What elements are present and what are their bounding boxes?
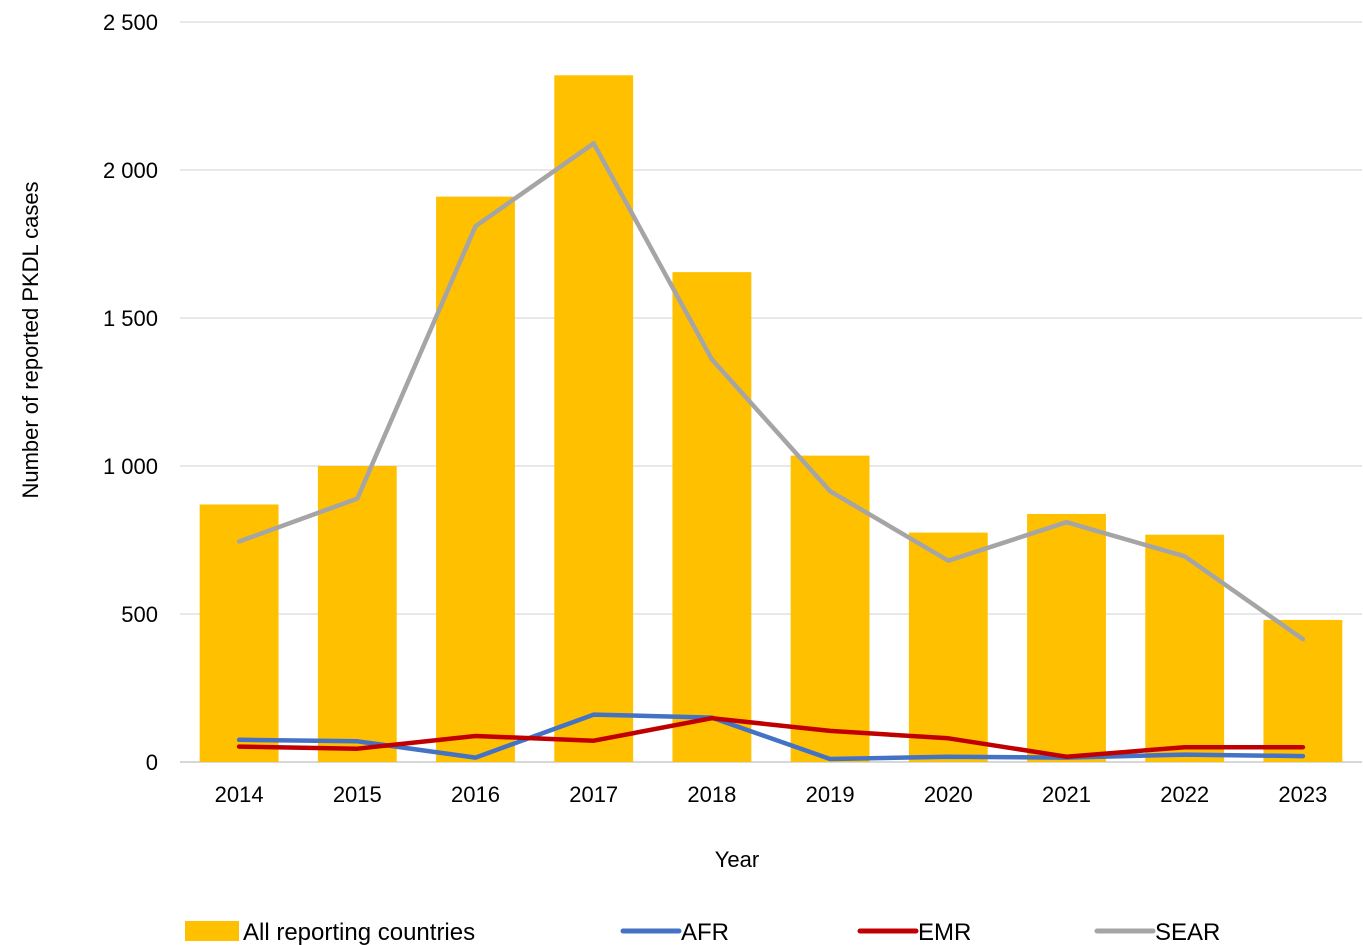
bar-2021 (1027, 513, 1106, 762)
y-tick-label: 1 500 (103, 306, 158, 331)
bar-2015 (317, 466, 397, 762)
lines-group (236, 141, 1306, 762)
x-axis-title: Year (715, 847, 759, 872)
x-axis-ticks: 2014 2015 2016 2017 2018 2019 2020 2021 2022 2023 (215, 782, 1328, 807)
x-tick-label: 2019 (806, 782, 855, 807)
bar-2019 (790, 455, 870, 762)
y-axis-ticks: 0 500 1 000 1 500 2 000 2 500 (103, 10, 158, 775)
legend: All reporting countries AFR EMR SEAR (185, 919, 1220, 945)
bar-2023 (1263, 619, 1343, 762)
x-tick-label: 2020 (924, 782, 973, 807)
series-line-afr (236, 712, 1306, 762)
x-tick-label: 2018 (687, 782, 736, 807)
legend-swatch-all-reporting-countries (185, 921, 239, 941)
y-tick-label: 500 (121, 602, 158, 627)
bar-2016 (436, 196, 515, 762)
series-line-sear (236, 141, 1306, 642)
bar-2014 (199, 504, 279, 762)
x-tick-label: 2017 (569, 782, 618, 807)
legend-label: AFR (681, 919, 729, 945)
bar-2022 (1145, 534, 1225, 762)
x-tick-label: 2021 (1042, 782, 1091, 807)
y-tick-label: 0 (146, 750, 158, 775)
legend-label: All reporting countries (243, 919, 475, 945)
bars-group (199, 75, 1343, 762)
y-axis-title: Number of reported PKDL cases (18, 181, 43, 498)
series-line-emr (236, 715, 1306, 759)
x-tick-label: 2023 (1278, 782, 1327, 807)
legend-label: EMR (918, 919, 971, 945)
y-tick-label: 1 000 (103, 454, 158, 479)
x-tick-label: 2014 (215, 782, 264, 807)
x-tick-label: 2022 (1160, 782, 1209, 807)
legend-label: SEAR (1155, 919, 1220, 945)
y-tick-label: 2 000 (103, 158, 158, 183)
bar-2017 (554, 75, 634, 762)
y-tick-label: 2 500 (103, 10, 158, 35)
x-tick-label: 2016 (451, 782, 500, 807)
bar-2018 (672, 272, 752, 762)
x-tick-label: 2015 (333, 782, 382, 807)
bar-2020 (908, 532, 988, 762)
